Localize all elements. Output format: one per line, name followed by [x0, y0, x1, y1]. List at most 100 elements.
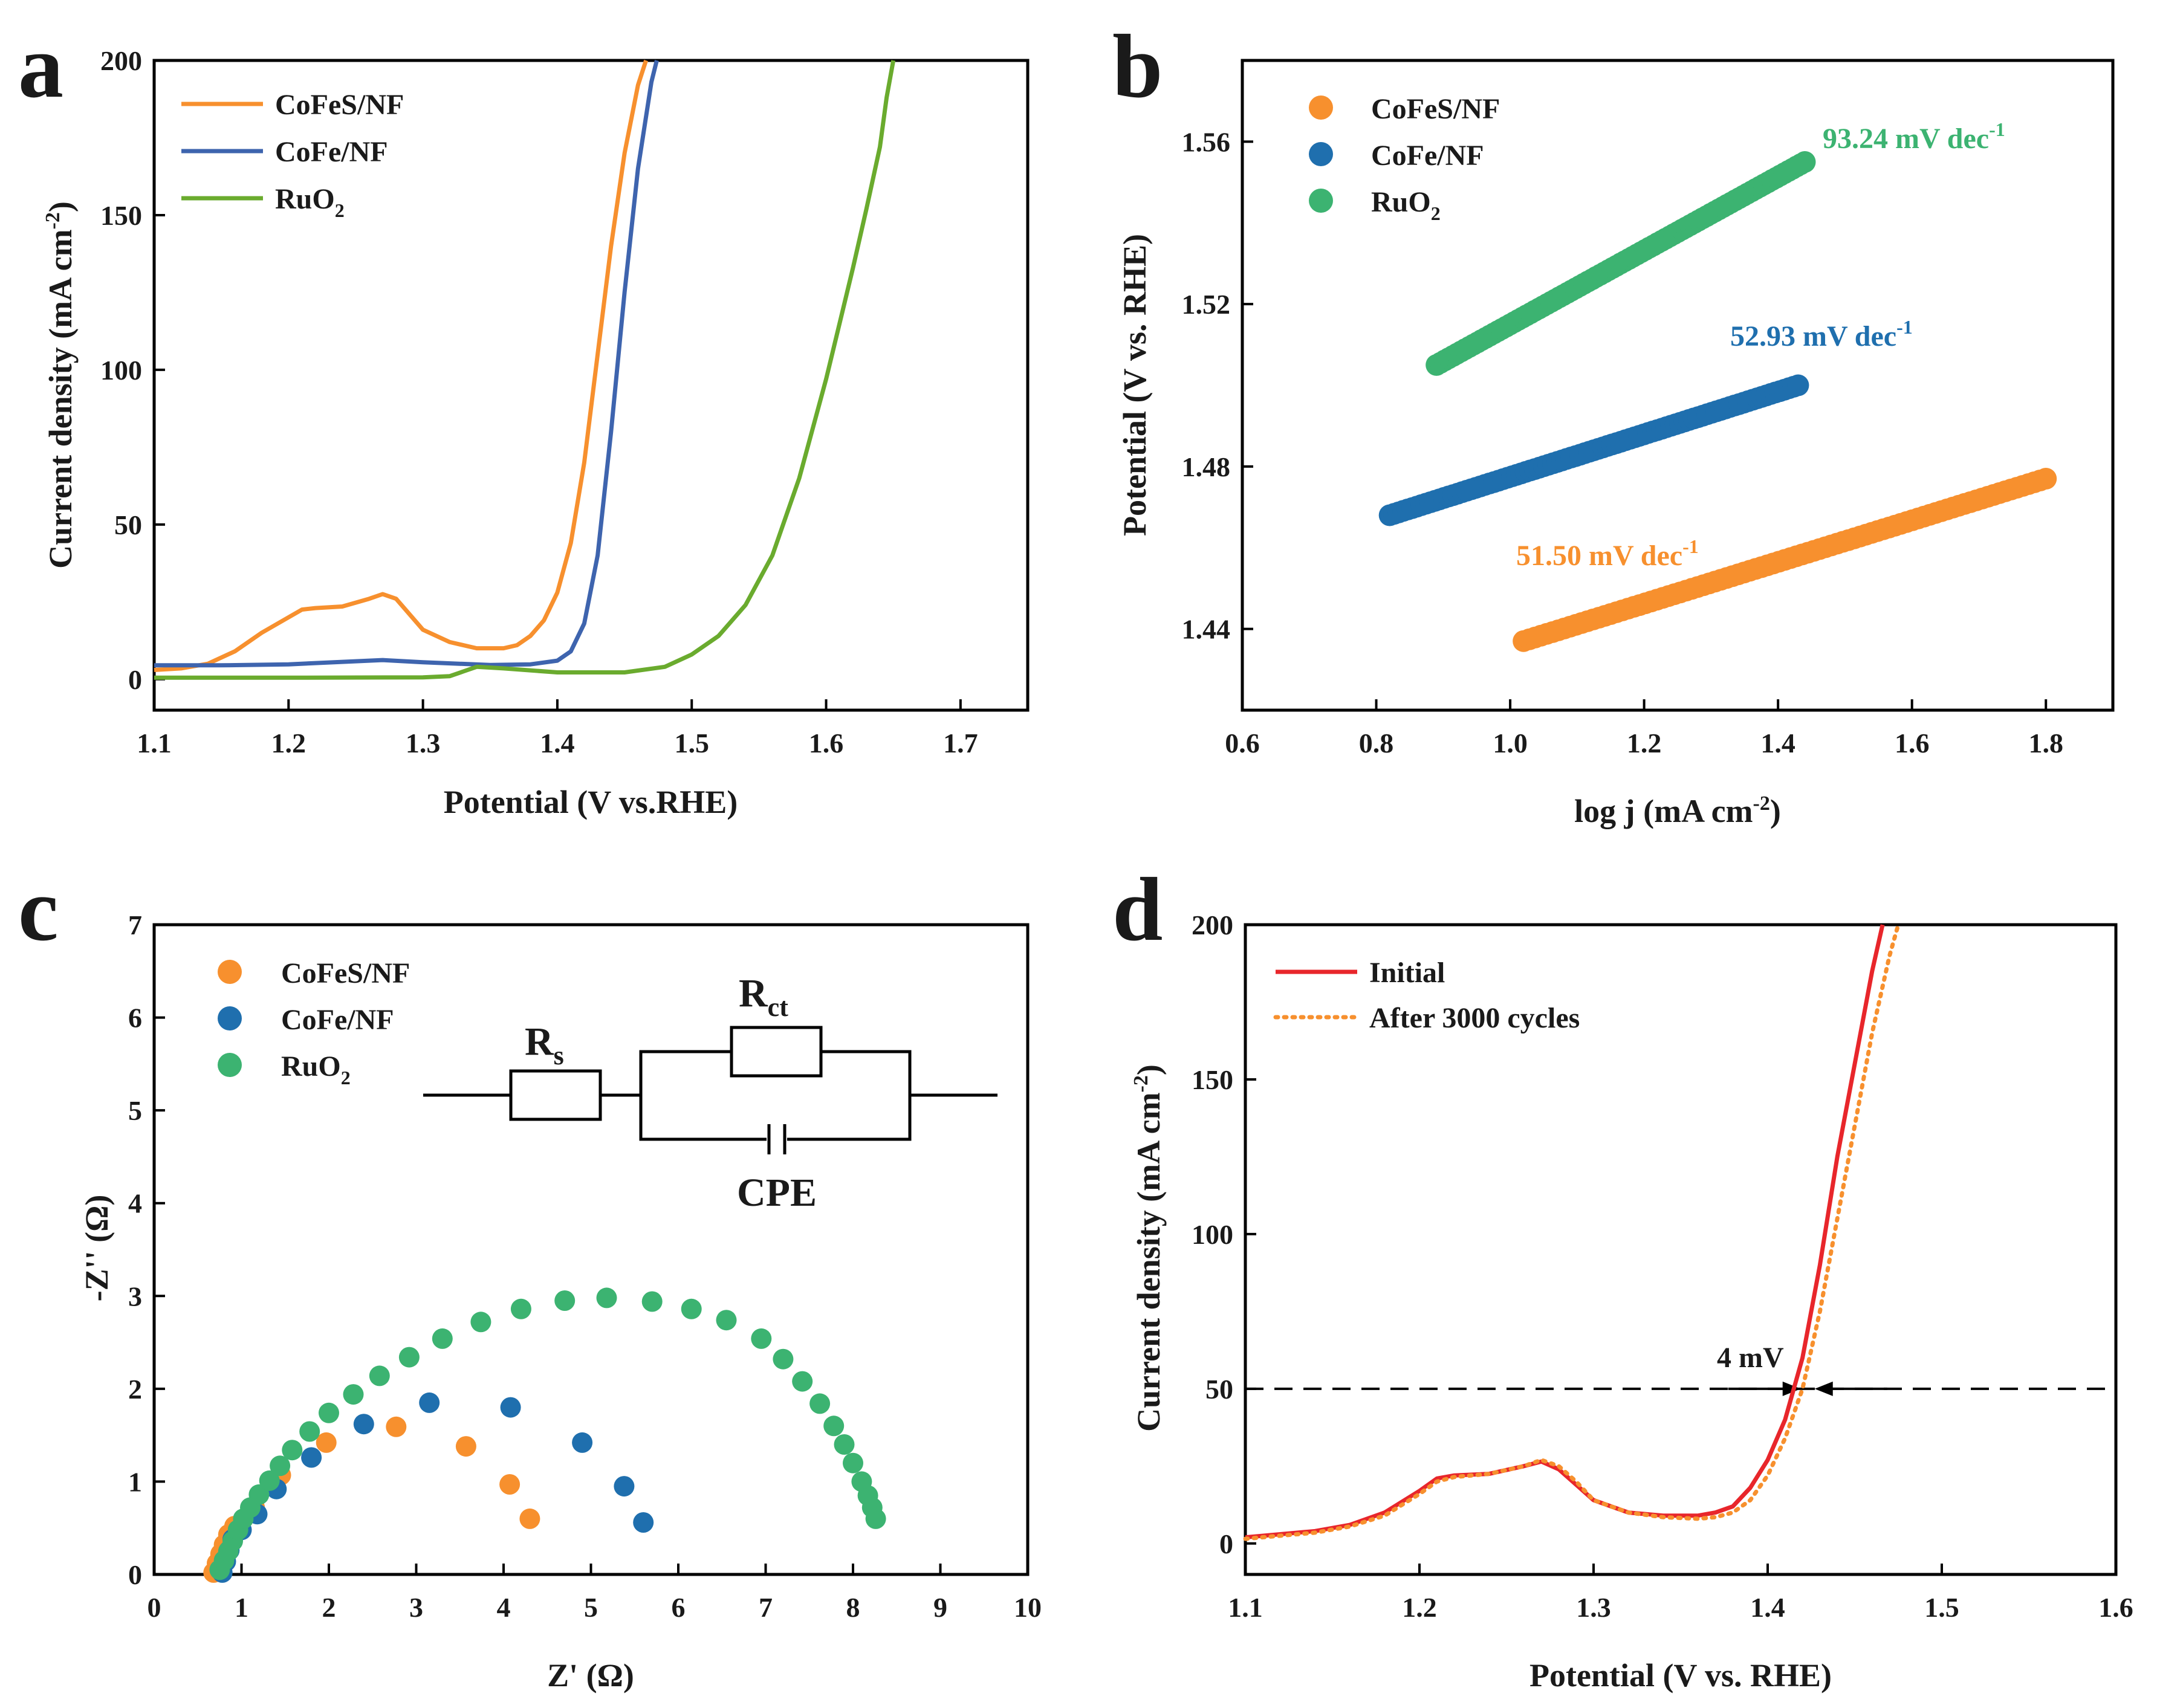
- x-tick-label: 1.5: [674, 728, 709, 759]
- legend: CoFeS/NF CoFe/NF RuO2: [218, 957, 410, 1089]
- nyquist-point: [470, 1312, 491, 1333]
- y-axis: 1.44 1.48 1.52 1.56: [1182, 126, 1253, 645]
- series-layer: [203, 1287, 886, 1583]
- x-axis: 1.1 1.2 1.3 1.4 1.5 1.6: [1228, 1564, 2133, 1623]
- y-axis: 0 50 100 150 200: [100, 45, 165, 695]
- legend-label-ruo2: RuO2: [1371, 186, 1441, 224]
- legend-marker-cofes: [218, 960, 242, 984]
- nyquist-point: [596, 1287, 617, 1308]
- slope-label-cofes: 51.50 mV dec-1: [1516, 535, 1699, 572]
- nyquist-point: [282, 1440, 303, 1461]
- x-tick-label: 1.8: [2028, 728, 2063, 759]
- nyquist-point: [316, 1432, 337, 1453]
- nyquist-point: [455, 1436, 476, 1457]
- legend-label-cofe: CoFe/NF: [281, 1004, 394, 1036]
- nyquist-point: [500, 1397, 521, 1418]
- y-tick-label: 3: [128, 1281, 142, 1312]
- nyquist-point: [259, 1470, 280, 1491]
- y-axis: 0 50 100 150 200: [1192, 910, 1256, 1559]
- x-tick-label: 1.3: [1576, 1592, 1611, 1623]
- x-tick-label: 10: [1014, 1592, 1042, 1623]
- y-axis-label: Potential (V vs. RHE): [1117, 234, 1153, 536]
- x-axis-label: Potential (V vs. RHE): [1529, 1657, 1832, 1693]
- x-tick-label: 5: [584, 1592, 598, 1623]
- y-tick-label: 4: [128, 1188, 142, 1219]
- y-tick-label: 6: [128, 1003, 142, 1034]
- nyquist-point: [865, 1508, 886, 1529]
- x-tick-label: 1.2: [271, 728, 307, 759]
- legend-label-cofes: CoFeS/NF: [281, 957, 410, 989]
- y-tick-label: 0: [128, 664, 142, 695]
- panel-b: b 0.6 0.8 1.0 1.2 1.4 1.6 1.8 1.44 1.48 1.52 1.56…: [1112, 16, 2115, 829]
- plot-frame: [1244, 923, 2118, 1576]
- x-tick-label: 1.6: [1895, 728, 1930, 759]
- series-line-0: [154, 59, 648, 672]
- tafel-point: [1787, 374, 1809, 396]
- x-axis: 0 1 2 3 4 5 6 7 8 9 10: [148, 1564, 1042, 1623]
- circuit-label-rct: Rct: [739, 971, 788, 1022]
- y-tick-label: 50: [114, 509, 142, 540]
- y-axis-label: -Z'' (Ω): [79, 1195, 115, 1302]
- legend-label-cofes: CoFeS/NF: [1371, 93, 1500, 125]
- panel-a: a 1.1 1.2 1.3 1.4 1.5 1.6 1.7 0 50 100 150 200 CoF…: [18, 16, 1030, 820]
- x-axis: 1.1 1.2 1.3 1.4 1.5 1.6 1.7: [137, 699, 978, 759]
- y-axis-label: Current density (mA cm-2): [42, 201, 79, 569]
- legend-marker-ruo2: [218, 1053, 242, 1077]
- x-tick-label: 1.4: [1750, 1592, 1785, 1623]
- legend-label-ruo2: RuO2: [275, 183, 345, 221]
- y-tick-label: 1.52: [1182, 289, 1231, 320]
- legend: CoFeS/NF CoFe/NF RuO2: [181, 89, 404, 221]
- nyquist-point: [343, 1384, 364, 1405]
- legend-marker-cofe: [1309, 142, 1333, 166]
- nyquist-point: [519, 1508, 540, 1529]
- legend-label-ruo2: RuO2: [281, 1050, 351, 1089]
- circuit-label-rs: Rs: [525, 1020, 564, 1070]
- x-tick-label: 1: [235, 1592, 248, 1623]
- x-tick-label: 0.6: [1225, 728, 1260, 759]
- nyquist-point: [369, 1365, 390, 1386]
- x-axis: 0.6 0.8 1.0 1.2 1.4 1.6 1.8: [1225, 699, 2063, 759]
- x-axis-label: Z' (Ω): [547, 1657, 634, 1693]
- nyquist-point: [681, 1298, 702, 1319]
- nyquist-point: [301, 1447, 322, 1468]
- nyquist-point: [614, 1476, 635, 1497]
- x-tick-label: 0: [148, 1592, 161, 1623]
- y-tick-label: 7: [128, 910, 142, 940]
- nyquist-point: [773, 1348, 794, 1370]
- panel-label: b: [1112, 16, 1163, 117]
- nyquist-point: [432, 1328, 453, 1349]
- legend: Initial After 3000 cycles: [1273, 957, 1580, 1034]
- legend-marker-ruo2: [1309, 189, 1333, 213]
- circuit-label-cpe: CPE: [737, 1171, 817, 1215]
- nyquist-point: [299, 1421, 320, 1442]
- x-tick-label: 1.3: [406, 728, 441, 759]
- y-tick-label: 5: [128, 1095, 142, 1126]
- arrow-right-head: [1814, 1381, 1833, 1396]
- legend-label-cofe: CoFe/NF: [275, 136, 388, 168]
- panel-label: c: [18, 859, 59, 960]
- x-tick-label: 1.7: [943, 728, 978, 759]
- panel-c: c 0 1 2 3 4 5 6 7 8 9 10 0 1 2 3 4 5 6 7 CoFeS/NF CoFe/NF…: [18, 859, 1042, 1693]
- legend-label-cofes: CoFeS/NF: [275, 89, 404, 121]
- x-tick-label: 6: [672, 1592, 686, 1623]
- y-tick-label: 1.56: [1182, 126, 1231, 157]
- x-tick-label: 1.6: [2098, 1592, 2133, 1623]
- legend-label-cofe: CoFe/NF: [1371, 140, 1484, 172]
- circuit-resistor-rct: [730, 1026, 823, 1078]
- nyquist-point: [751, 1328, 772, 1349]
- x-tick-label: 1.5: [1924, 1592, 1959, 1623]
- x-tick-label: 1.6: [809, 728, 844, 759]
- nyquist-point: [510, 1298, 531, 1319]
- slope-label-ruo2: 93.24 mV dec-1: [1823, 118, 2005, 155]
- legend: CoFeS/NF CoFe/NF RuO2: [1309, 93, 1500, 224]
- y-axis: 0 1 2 3 4 5 6 7: [128, 910, 165, 1590]
- nyquist-point: [419, 1392, 440, 1413]
- nyquist-point: [353, 1414, 374, 1435]
- x-tick-label: 2: [322, 1592, 336, 1623]
- x-tick-label: 1.1: [1228, 1592, 1263, 1623]
- nyquist-point: [386, 1416, 407, 1437]
- tafel-point: [1794, 151, 1816, 173]
- y-tick-label: 1.44: [1182, 614, 1231, 645]
- y-tick-label: 2: [128, 1374, 142, 1405]
- y-tick-label: 200: [100, 45, 142, 76]
